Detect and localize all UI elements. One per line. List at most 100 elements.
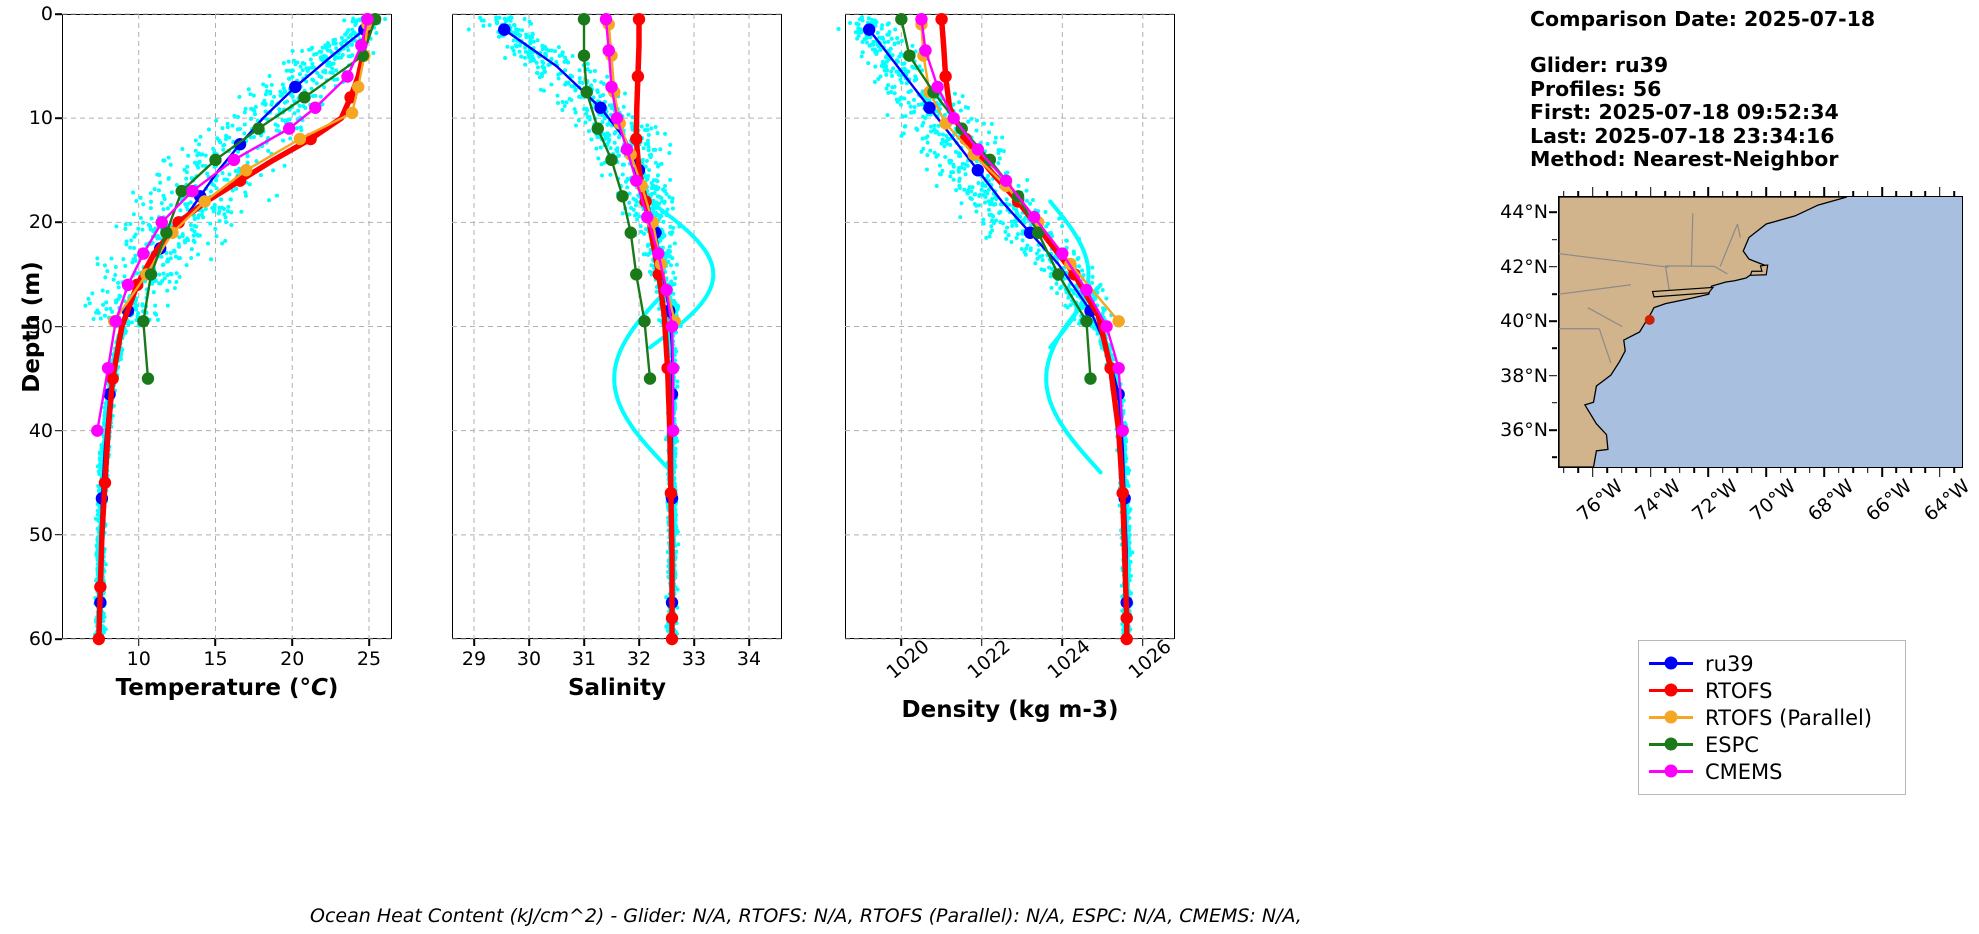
depth-tick-label: 60 bbox=[28, 628, 53, 650]
legend-item-espc[interactable]: ESPC bbox=[1649, 731, 1891, 758]
glider-position-marker bbox=[1644, 314, 1655, 325]
profile-scatter-cloud bbox=[83, 15, 388, 639]
map-lon-top-tick bbox=[1635, 191, 1637, 196]
map-lon-tick-mark bbox=[1649, 468, 1652, 477]
depth-tick-mark bbox=[55, 13, 62, 15]
x-tick-mark bbox=[473, 639, 475, 646]
x-tick-label: 34 bbox=[736, 648, 762, 670]
temperature-axis-title-text: Temperature (°C) bbox=[115, 675, 339, 701]
depth-tick-mark bbox=[55, 221, 62, 224]
x-tick-mark bbox=[137, 639, 140, 646]
map-lon-tick-mark bbox=[1591, 468, 1594, 477]
salinity-plot-canvas bbox=[452, 13, 782, 646]
temperature-axis-title: Temperature (°C) bbox=[116, 675, 339, 701]
map-lon-top-tick bbox=[1823, 187, 1825, 196]
x-tick-mark bbox=[900, 639, 903, 646]
x-tick-mark bbox=[638, 639, 640, 646]
x-tick-mark bbox=[368, 639, 370, 646]
legend-line-swatch bbox=[1649, 764, 1693, 778]
map-lat-tick-mark bbox=[1549, 374, 1557, 377]
depth-tick-mark bbox=[55, 429, 62, 432]
depth-tick-label: 20 bbox=[28, 211, 53, 234]
map-lat-minor-tick bbox=[1552, 456, 1557, 458]
map-lon-minor-tick bbox=[1953, 468, 1956, 473]
map-lat-tick-mark bbox=[1549, 429, 1557, 431]
legend-label: RTOFS bbox=[1705, 678, 1773, 703]
map-lon-top-tick bbox=[1722, 191, 1724, 196]
legend-item-cmems[interactable]: CMEMS bbox=[1649, 758, 1891, 785]
method-text: Method: Nearest-Neighbor bbox=[1530, 147, 1839, 171]
map-lon-minor-tick bbox=[1837, 468, 1840, 473]
depth-tick-label: 10 bbox=[28, 107, 53, 130]
map-lon-top-tick bbox=[1664, 191, 1666, 196]
legend-label: ESPC bbox=[1705, 732, 1759, 757]
x-tick-label: 1020 bbox=[882, 635, 934, 684]
legend-item-ru39[interactable]: ru39 bbox=[1649, 650, 1891, 677]
x-tick-mark bbox=[214, 639, 217, 646]
map-lat-tick-label: 42°N bbox=[1500, 255, 1548, 278]
map-lon-top-tick bbox=[1562, 191, 1565, 196]
map-lon-minor-tick bbox=[1664, 468, 1666, 473]
series-cmems bbox=[91, 13, 374, 437]
map-lon-top-tick bbox=[1779, 191, 1782, 196]
profile-scatter-cloud bbox=[836, 15, 1135, 639]
legend-line-swatch bbox=[1649, 683, 1693, 697]
map-lon-top-tick bbox=[1808, 191, 1811, 196]
depth-tick-mark bbox=[55, 534, 62, 536]
map-lon-tick-label: 70°W bbox=[1746, 475, 1801, 526]
map-lat-tick-label: 38°N bbox=[1500, 364, 1548, 387]
map-lon-minor-tick bbox=[1794, 468, 1796, 473]
map-lon-top-tick bbox=[1765, 187, 1768, 196]
x-tick-mark bbox=[1142, 639, 1144, 646]
legend-item-rtofs[interactable]: RTOFS bbox=[1649, 677, 1891, 704]
legend-line-swatch bbox=[1649, 737, 1693, 751]
ocean-heat-content-caption: Ocean Heat Content (kJ/cm^2) - Glider: N… bbox=[310, 905, 1302, 927]
x-tick-mark bbox=[291, 639, 294, 646]
series-ru39 bbox=[862, 23, 1133, 609]
map-lon-top-tick bbox=[1591, 187, 1594, 196]
map-lat-tick-mark bbox=[1549, 211, 1557, 214]
x-tick-label: 1026 bbox=[1124, 635, 1176, 684]
map-lon-minor-tick bbox=[1808, 468, 1811, 473]
series-espc bbox=[577, 13, 657, 385]
map-lon-minor-tick bbox=[1866, 468, 1869, 473]
x-tick-mark bbox=[981, 639, 983, 646]
map-lon-minor-tick bbox=[1620, 468, 1623, 473]
legend-label: RTOFS (Parallel) bbox=[1705, 705, 1873, 730]
map-lon-top-tick bbox=[1895, 191, 1898, 196]
map-lon-minor-tick bbox=[1736, 468, 1739, 473]
map-lon-top-tick bbox=[1910, 191, 1912, 196]
x-tick-mark bbox=[1061, 639, 1064, 646]
legend-label: CMEMS bbox=[1705, 759, 1783, 784]
depth-tick-mark bbox=[55, 117, 62, 119]
map-lon-top-tick bbox=[1620, 191, 1623, 196]
map-lon-top-tick bbox=[1736, 191, 1739, 196]
map-lat-tick-mark bbox=[1549, 320, 1557, 322]
comparison-date-text: Comparison Date: 2025-07-18 bbox=[1530, 7, 1876, 31]
map-lon-tick-mark bbox=[1765, 468, 1768, 477]
map-lon-top-tick bbox=[1837, 191, 1840, 196]
map-lon-top-tick bbox=[1707, 187, 1710, 196]
density-profile-plot: Density (kg m-3) 1020 1022 1024 1026 bbox=[836, 13, 1175, 723]
depth-tick-label: 40 bbox=[28, 419, 53, 442]
map-lat-tick-label: 36°N bbox=[1500, 418, 1548, 441]
map-canvas bbox=[1559, 197, 1962, 467]
map-lon-minor-tick bbox=[1924, 468, 1927, 473]
depth-tick-mark bbox=[55, 638, 62, 640]
map-lon-minor-tick bbox=[1678, 468, 1681, 473]
map-lon-tick-label: 72°W bbox=[1688, 475, 1743, 526]
map-lon-minor-tick bbox=[1852, 468, 1854, 473]
density-plot-canvas bbox=[836, 13, 1175, 646]
x-tick-label: 33 bbox=[681, 648, 707, 670]
legend-line-swatch bbox=[1649, 656, 1693, 670]
map-lon-top-tick bbox=[1881, 187, 1883, 196]
map-lon-tick-label: 64°W bbox=[1919, 475, 1975, 526]
glider-location-map[interactable] bbox=[1558, 196, 1963, 468]
map-lat-tick-label: 40°N bbox=[1500, 310, 1548, 333]
x-tick-mark bbox=[693, 639, 695, 646]
legend-item-rtofs-parallel[interactable]: RTOFS (Parallel) bbox=[1649, 704, 1891, 731]
map-lon-minor-tick bbox=[1910, 468, 1912, 473]
map-lon-top-tick bbox=[1693, 191, 1695, 196]
map-lon-top-tick bbox=[1939, 187, 1941, 196]
